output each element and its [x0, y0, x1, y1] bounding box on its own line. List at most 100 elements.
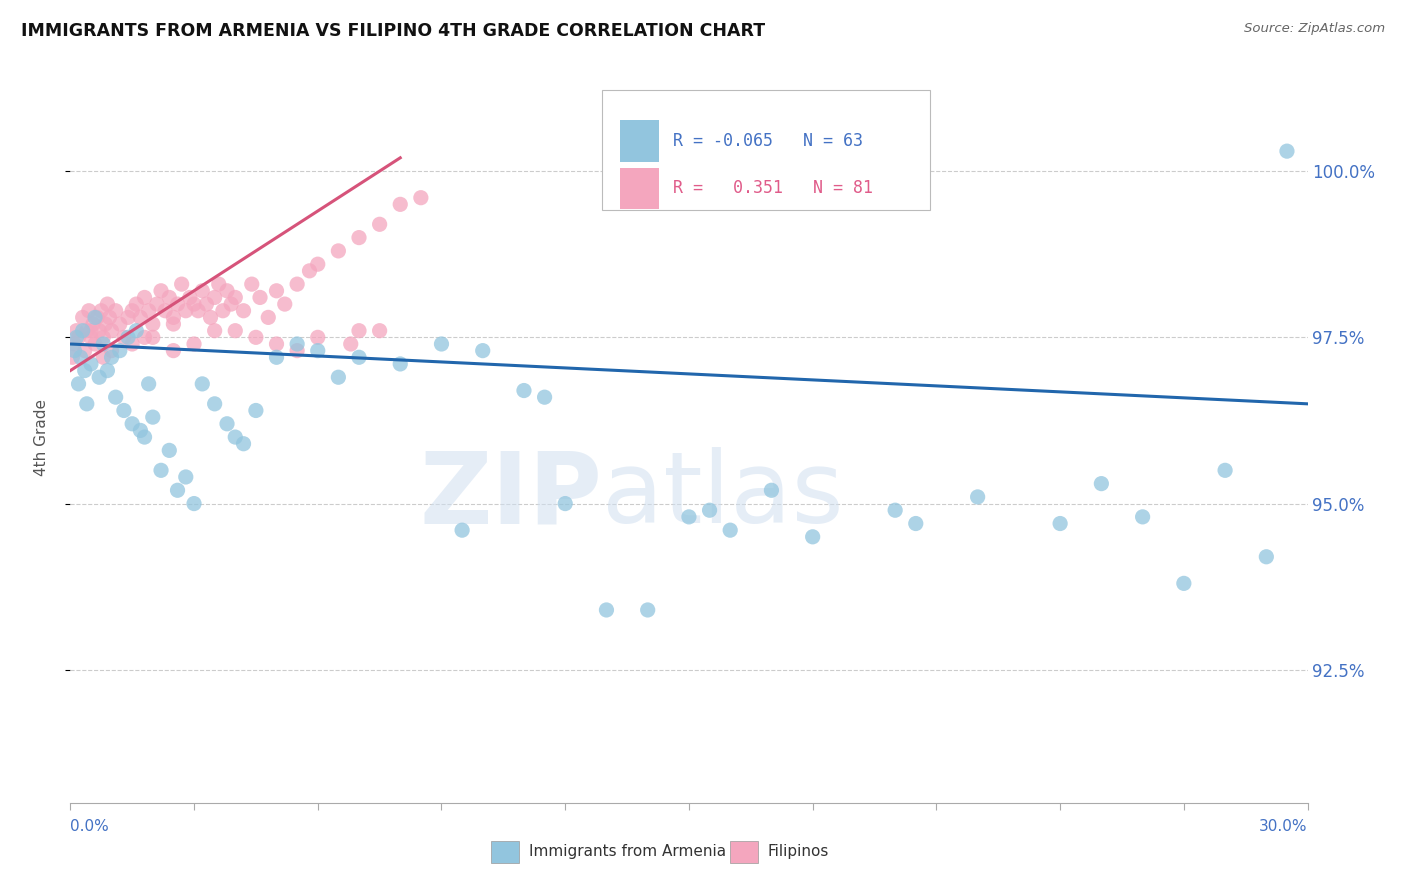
- Point: [232, 303, 254, 318]
- Point: [183, 337, 205, 351]
- Point: [162, 310, 184, 325]
- Point: [73, 363, 96, 377]
- Point: [90, 303, 112, 318]
- Point: [104, 303, 127, 318]
- Text: IMMIGRANTS FROM ARMENIA VS FILIPINO 4TH GRADE CORRELATION CHART: IMMIGRANTS FROM ARMENIA VS FILIPINO 4TH …: [21, 22, 765, 40]
- Point: [249, 290, 271, 304]
- Point: [96, 363, 118, 377]
- Point: [1132, 509, 1154, 524]
- Point: [166, 297, 188, 311]
- Point: [138, 303, 160, 318]
- Point: [142, 317, 165, 331]
- Point: [904, 516, 927, 531]
- Point: [150, 463, 173, 477]
- Point: [257, 310, 280, 325]
- Point: [1275, 144, 1298, 158]
- Point: [108, 343, 131, 358]
- Point: [77, 303, 100, 318]
- Point: [65, 330, 87, 344]
- Point: [162, 343, 184, 358]
- Point: [72, 310, 94, 325]
- Point: [285, 343, 308, 358]
- Point: [195, 297, 218, 311]
- Point: [208, 277, 231, 292]
- Point: [409, 191, 432, 205]
- Point: [121, 303, 143, 318]
- Point: [204, 397, 226, 411]
- Point: [224, 290, 246, 304]
- Point: [187, 303, 209, 318]
- Point: [347, 230, 370, 244]
- FancyBboxPatch shape: [620, 168, 659, 210]
- Point: [129, 424, 152, 438]
- Point: [699, 503, 721, 517]
- Point: [215, 284, 238, 298]
- Point: [134, 330, 156, 344]
- Point: [162, 317, 184, 331]
- Point: [98, 310, 121, 325]
- Point: [100, 324, 122, 338]
- Point: [212, 303, 235, 318]
- Point: [166, 483, 188, 498]
- Point: [121, 417, 143, 431]
- Point: [170, 277, 193, 292]
- Point: [134, 430, 156, 444]
- Point: [183, 497, 205, 511]
- Point: [72, 324, 94, 338]
- Point: [65, 324, 87, 338]
- Point: [1256, 549, 1278, 564]
- Point: [368, 217, 391, 231]
- Text: Immigrants from Armenia: Immigrants from Armenia: [529, 845, 725, 859]
- Point: [125, 297, 148, 311]
- FancyBboxPatch shape: [602, 90, 931, 211]
- Point: [266, 337, 288, 351]
- Text: 30.0%: 30.0%: [1260, 820, 1308, 834]
- Point: [134, 290, 156, 304]
- Point: [285, 277, 308, 292]
- Point: [63, 337, 86, 351]
- Point: [240, 277, 263, 292]
- Point: [121, 337, 143, 351]
- Point: [174, 470, 197, 484]
- FancyBboxPatch shape: [620, 120, 659, 161]
- Text: ZIP: ZIP: [419, 447, 602, 544]
- Text: atlas: atlas: [602, 447, 844, 544]
- Point: [1173, 576, 1195, 591]
- Point: [204, 290, 226, 304]
- Point: [76, 397, 98, 411]
- Point: [112, 403, 135, 417]
- Point: [82, 317, 104, 331]
- Point: [533, 390, 555, 404]
- Point: [368, 324, 391, 338]
- Point: [307, 257, 329, 271]
- Point: [219, 297, 242, 311]
- Point: [389, 197, 412, 211]
- Point: [129, 310, 152, 325]
- Point: [285, 337, 308, 351]
- Point: [142, 330, 165, 344]
- Point: [554, 497, 576, 511]
- Point: [801, 530, 824, 544]
- Point: [146, 297, 169, 311]
- Point: [125, 324, 148, 338]
- Point: [1213, 463, 1236, 477]
- Point: [183, 297, 205, 311]
- Point: [595, 603, 617, 617]
- Text: Source: ZipAtlas.com: Source: ZipAtlas.com: [1244, 22, 1385, 36]
- Point: [389, 357, 412, 371]
- Text: 0.0%: 0.0%: [70, 820, 110, 834]
- Point: [191, 284, 214, 298]
- Point: [89, 324, 111, 338]
- Point: [637, 603, 659, 617]
- Point: [191, 376, 214, 391]
- Point: [328, 244, 350, 258]
- Point: [339, 337, 361, 351]
- Point: [298, 264, 321, 278]
- Point: [67, 376, 90, 391]
- Point: [104, 390, 127, 404]
- Point: [215, 417, 238, 431]
- Point: [94, 317, 117, 331]
- Point: [108, 317, 131, 331]
- Point: [174, 303, 197, 318]
- Point: [157, 290, 180, 304]
